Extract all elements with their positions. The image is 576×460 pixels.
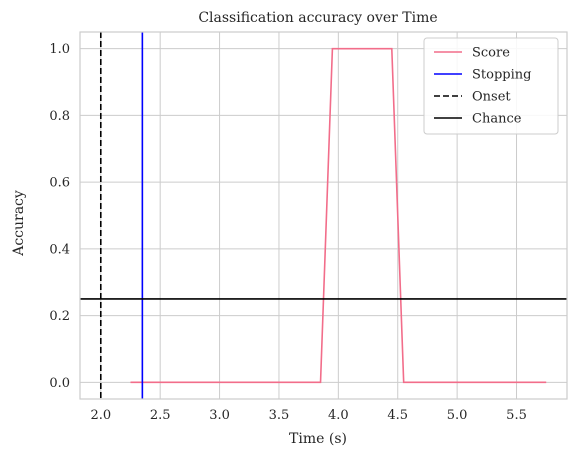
x-tick-label: 4.0 (328, 408, 349, 423)
x-tick-label: 3.5 (269, 408, 290, 423)
legend-label-onset: Onset (472, 90, 511, 105)
y-tick-label: 0.8 (49, 109, 70, 124)
y-axis-label: Accuracy (11, 190, 27, 257)
y-tick-label: 0.4 (49, 242, 70, 257)
y-tick-label: 1.0 (49, 42, 70, 57)
x-axis-label: Time (s) (289, 431, 347, 447)
x-tick-label: 2.0 (90, 408, 111, 423)
chart-title: Classification accuracy over Time (198, 10, 437, 26)
x-tick-label: 3.0 (209, 408, 230, 423)
y-tick-label: 0.2 (49, 309, 70, 324)
legend-label-chance: Chance (472, 112, 522, 127)
x-axis-ticks: 2.0 2.5 3.0 3.5 4.0 4.5 5.0 5.5 (90, 408, 526, 423)
legend-label-score: Score (472, 46, 510, 61)
x-tick-label: 4.5 (387, 408, 408, 423)
x-tick-label: 2.5 (150, 408, 171, 423)
x-tick-label: 5.0 (447, 408, 468, 423)
y-axis-ticks: 0.0 0.2 0.4 0.6 0.8 1.0 (49, 42, 70, 391)
x-tick-label: 5.5 (506, 408, 527, 423)
y-tick-label: 0.6 (49, 176, 70, 191)
legend-label-stopping: Stopping (472, 68, 531, 83)
legend: Score Stopping Onset Chance (424, 38, 558, 134)
y-tick-label: 0.0 (49, 376, 70, 391)
